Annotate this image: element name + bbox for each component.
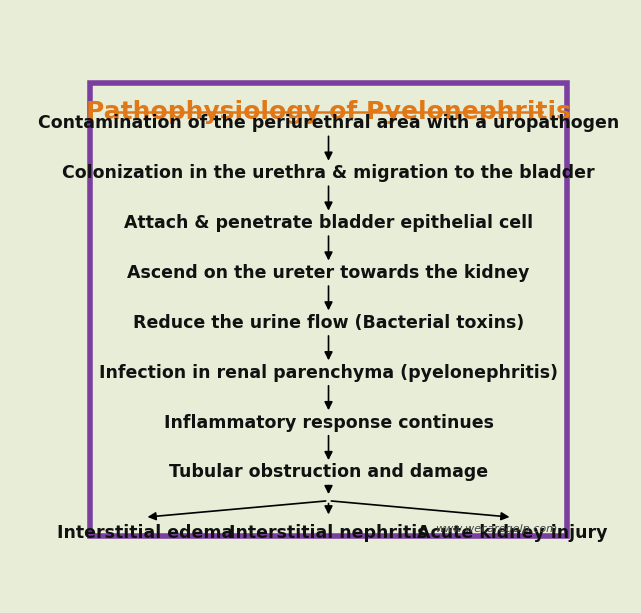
Text: Inflammatory response continues: Inflammatory response continues <box>163 414 494 432</box>
Text: Colonization in the urethra & migration to the bladder: Colonization in the urethra & migration … <box>62 164 595 182</box>
Text: Tubular obstruction and damage: Tubular obstruction and damage <box>169 463 488 481</box>
Text: Interstitial nephritis: Interstitial nephritis <box>229 524 428 543</box>
Text: Reduce the urine flow (Bacterial toxins): Reduce the urine flow (Bacterial toxins) <box>133 314 524 332</box>
Text: Acute kidney injury: Acute kidney injury <box>417 524 608 543</box>
Text: www.wecaregolp.com: www.wecaregolp.com <box>435 524 557 534</box>
Text: Contamination of the periurethral area with a uropathogen: Contamination of the periurethral area w… <box>38 114 619 132</box>
Text: Infection in renal parenchyma (pyelonephritis): Infection in renal parenchyma (pyeloneph… <box>99 364 558 382</box>
Text: Ascend on the ureter towards the kidney: Ascend on the ureter towards the kidney <box>128 264 529 282</box>
Text: Attach & penetrate bladder epithelial cell: Attach & penetrate bladder epithelial ce… <box>124 214 533 232</box>
Text: Interstitial edema: Interstitial edema <box>56 524 233 543</box>
Text: Pathophysiology of Pyelonephritis: Pathophysiology of Pyelonephritis <box>86 99 571 124</box>
